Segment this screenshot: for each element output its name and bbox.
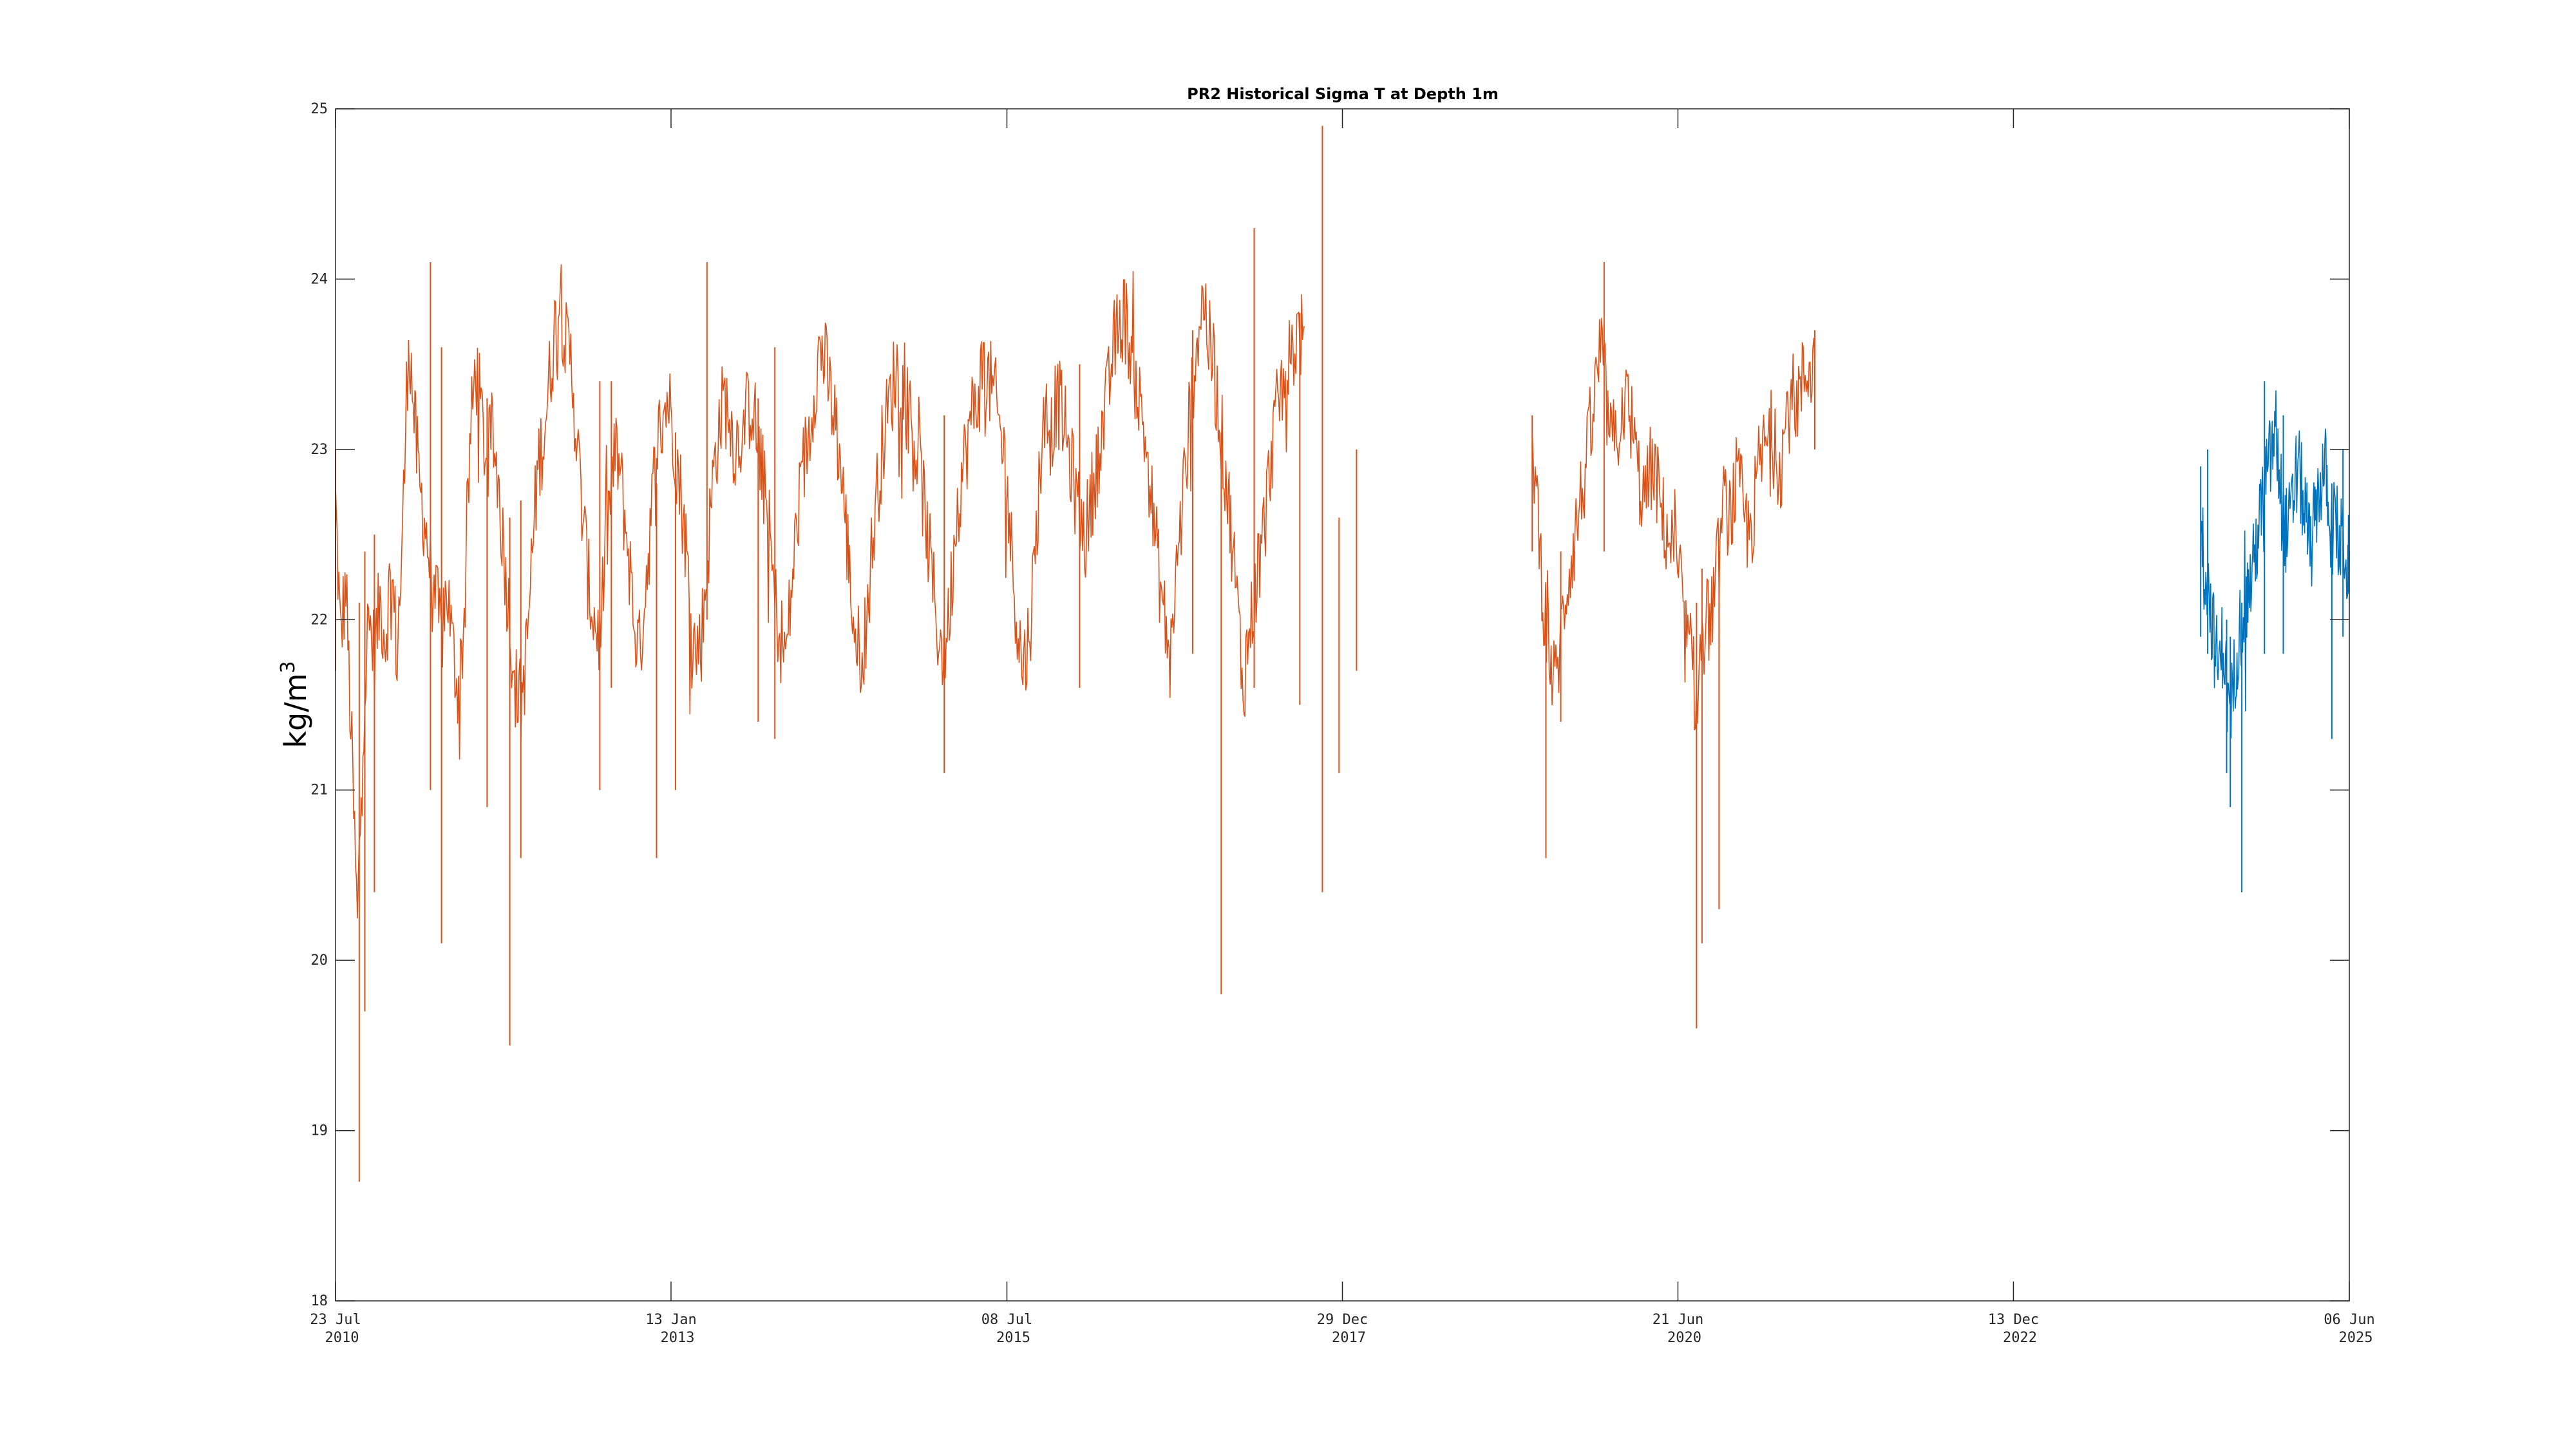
x-tick-label-date: 21 Jun (1653, 1312, 1703, 1328)
x-tick-label-year: 2015 (996, 1330, 1030, 1346)
series-1 (335, 126, 1815, 1182)
plot-area (336, 109, 2349, 1301)
y-tick-label: 21 (311, 782, 328, 799)
chart-title: PR2 Historical Sigma T at Depth 1m (1187, 85, 1499, 103)
x-tick-label-year: 2025 (2339, 1330, 2373, 1346)
x-tick-label-year: 2010 (325, 1330, 359, 1346)
x-tick-label-date: 13 Dec (1988, 1312, 2039, 1328)
x-axis: 23 Jul 2010 13 Jan 2013 08 Jul 2015 29 Dec 2017… (310, 109, 2375, 1346)
series-2 (2200, 381, 2350, 893)
series-1-line-segment-1 (335, 264, 1305, 919)
y-tick-label: 24 (311, 271, 328, 287)
series-1-line-segment-2 (1531, 317, 1815, 731)
x-tick-label-year: 2020 (1667, 1330, 1701, 1346)
y-axis-label-superscript: 3 (277, 661, 299, 673)
y-axis: 18 19 20 21 22 23 24 25 (311, 101, 2349, 1309)
x-tick-label-year: 2022 (2003, 1330, 2037, 1346)
series-2-line-segment-1 (2200, 390, 2350, 739)
x-tick-label-year: 2013 (660, 1330, 694, 1346)
x-tick-label-year: 2017 (1332, 1330, 1366, 1346)
x-tick-label-date: 08 Jul (981, 1312, 1032, 1328)
series-layer (335, 126, 2350, 1182)
x-tick-label-date: 13 Jan (645, 1312, 696, 1328)
y-tick-label: 23 (311, 442, 328, 458)
x-tick-label-date: 29 Dec (1317, 1312, 1368, 1328)
y-tick-label: 18 (311, 1293, 328, 1309)
y-tick-label: 20 (311, 952, 328, 969)
x-tick-label-date: 23 Jul (310, 1312, 361, 1328)
y-tick-label: 19 (311, 1123, 328, 1139)
y-axis-label-base: kg/m (278, 673, 313, 748)
y-tick-label: 22 (311, 612, 328, 628)
y-axis-label: kg/m3 (277, 661, 313, 748)
y-tick-label: 25 (311, 101, 328, 117)
x-tick-label-date: 06 Jun (2324, 1312, 2374, 1328)
